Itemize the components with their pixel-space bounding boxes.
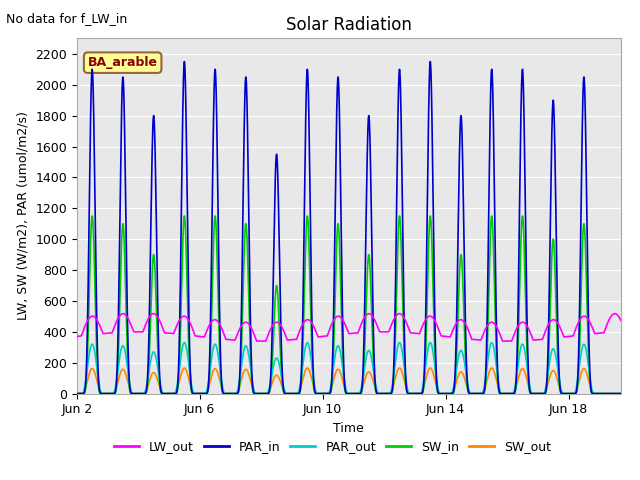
Text: BA_arable: BA_arable xyxy=(88,56,157,69)
Legend: LW_out, PAR_in, PAR_out, SW_in, SW_out: LW_out, PAR_in, PAR_out, SW_in, SW_out xyxy=(109,435,556,458)
X-axis label: Time: Time xyxy=(333,422,364,435)
Y-axis label: LW, SW (W/m2), PAR (umol/m2/s): LW, SW (W/m2), PAR (umol/m2/s) xyxy=(17,111,29,321)
Title: Solar Radiation: Solar Radiation xyxy=(286,16,412,34)
Text: No data for f_LW_in: No data for f_LW_in xyxy=(6,12,127,25)
